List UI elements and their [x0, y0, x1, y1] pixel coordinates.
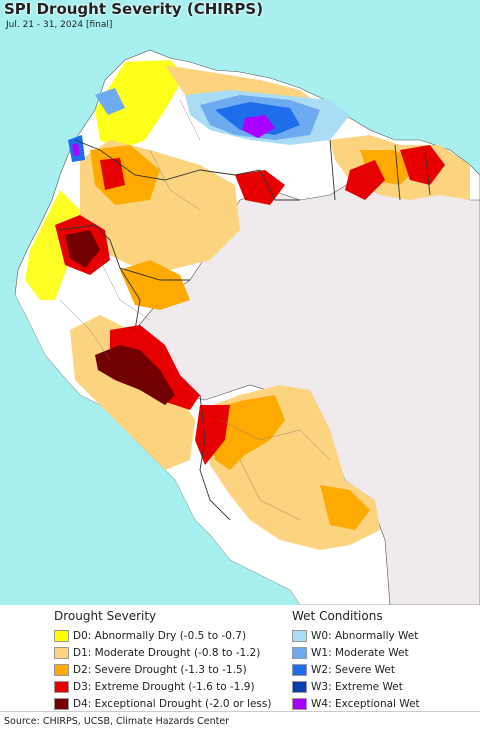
- swatch-d1: [54, 646, 69, 659]
- legend-label-w0: W0: Abnormally Wet: [311, 629, 419, 642]
- d4-region-ecuador: [65, 230, 100, 268]
- swatch-w0: [292, 629, 307, 642]
- d2-region-amazon: [120, 260, 190, 310]
- w1-region-andes: [95, 88, 125, 115]
- legend: Drought Severity D0: Abnormally Dry (-0.…: [0, 606, 480, 711]
- legend-item-w0: W0: Abnormally Wet: [292, 627, 420, 644]
- pacific-south: [0, 295, 300, 605]
- swatch-d0: [54, 629, 69, 642]
- legend-item-w4: W4: Exceptional Wet: [292, 695, 420, 712]
- d3-region-venezuela-south: [235, 170, 285, 205]
- d3-region-colombia-west: [100, 158, 125, 190]
- admin-borders: [59, 99, 331, 521]
- legend-item-d3: D3: Extreme Drought (-1.6 to -1.9): [54, 678, 271, 695]
- legend-drought: Drought Severity D0: Abnormally Dry (-0.…: [54, 606, 271, 712]
- d0-region-west: [25, 190, 80, 300]
- swatch-w1: [292, 646, 307, 659]
- legend-item-d0: D0: Abnormally Dry (-0.5 to -0.7): [54, 627, 271, 644]
- legend-label-d4: D4: Exceptional Drought (-2.0 or less): [73, 697, 272, 710]
- legend-item-w3: W3: Extreme Wet: [292, 678, 420, 695]
- swatch-w3: [292, 680, 307, 693]
- legend-item-d4: D4: Exceptional Drought (-2.0 or less): [54, 695, 271, 712]
- d3-region-suriname: [400, 145, 445, 185]
- legend-label-w1: W1: Moderate Wet: [311, 646, 409, 659]
- legend-wet-heading: Wet Conditions: [292, 609, 383, 623]
- source-footer: Source: CHIRPS, UCSB, Climate Hazards Ce…: [0, 711, 480, 730]
- legend-label-d3: D3: Extreme Drought (-1.6 to -1.9): [73, 680, 255, 693]
- legend-drought-heading: Drought Severity: [54, 609, 157, 623]
- w4-region-venezuela: [242, 115, 275, 138]
- d3-region-guyana: [345, 160, 385, 200]
- legend-item-d2: D2: Severe Drought (-1.3 to -1.5): [54, 661, 271, 678]
- map-canvas: [0, 0, 480, 605]
- drought-map: SPI Drought Severity (CHIRPS) Jul. 21 - …: [0, 0, 480, 605]
- legend-label-w2: W2: Severe Wet: [311, 663, 395, 676]
- swatch-w2: [292, 663, 307, 676]
- d2-region-southeast: [320, 485, 370, 530]
- legend-label-d1: D1: Moderate Drought (-0.8 to -1.2): [73, 646, 261, 659]
- swatch-d3: [54, 680, 69, 693]
- legend-item-d1: D1: Moderate Drought (-0.8 to -1.2): [54, 644, 271, 661]
- swatch-w4: [292, 697, 307, 710]
- w4-region-pacific-col: [72, 143, 80, 156]
- d0-region-north: [95, 60, 185, 150]
- map-title: SPI Drought Severity (CHIRPS): [4, 0, 264, 18]
- country-borders: [59, 139, 431, 521]
- swatch-d4: [54, 697, 69, 710]
- legend-item-w2: W2: Severe Wet: [292, 661, 420, 678]
- legend-label-d0: D0: Abnormally Dry (-0.5 to -0.7): [73, 629, 247, 642]
- map-subtitle: Jul. 21 - 31, 2024 [final]: [6, 20, 113, 30]
- legend-label-d2: D2: Severe Drought (-1.3 to -1.5): [73, 663, 247, 676]
- legend-label-w3: W3: Extreme Wet: [311, 680, 403, 693]
- swatch-d2: [54, 663, 69, 676]
- d4-region-peru: [95, 345, 175, 405]
- legend-label-w4: W4: Exceptional Wet: [311, 697, 420, 710]
- legend-item-w1: W1: Moderate Wet: [292, 644, 420, 661]
- legend-wet: Wet Conditions W0: Abnormally Wet W1: Mo…: [292, 606, 420, 712]
